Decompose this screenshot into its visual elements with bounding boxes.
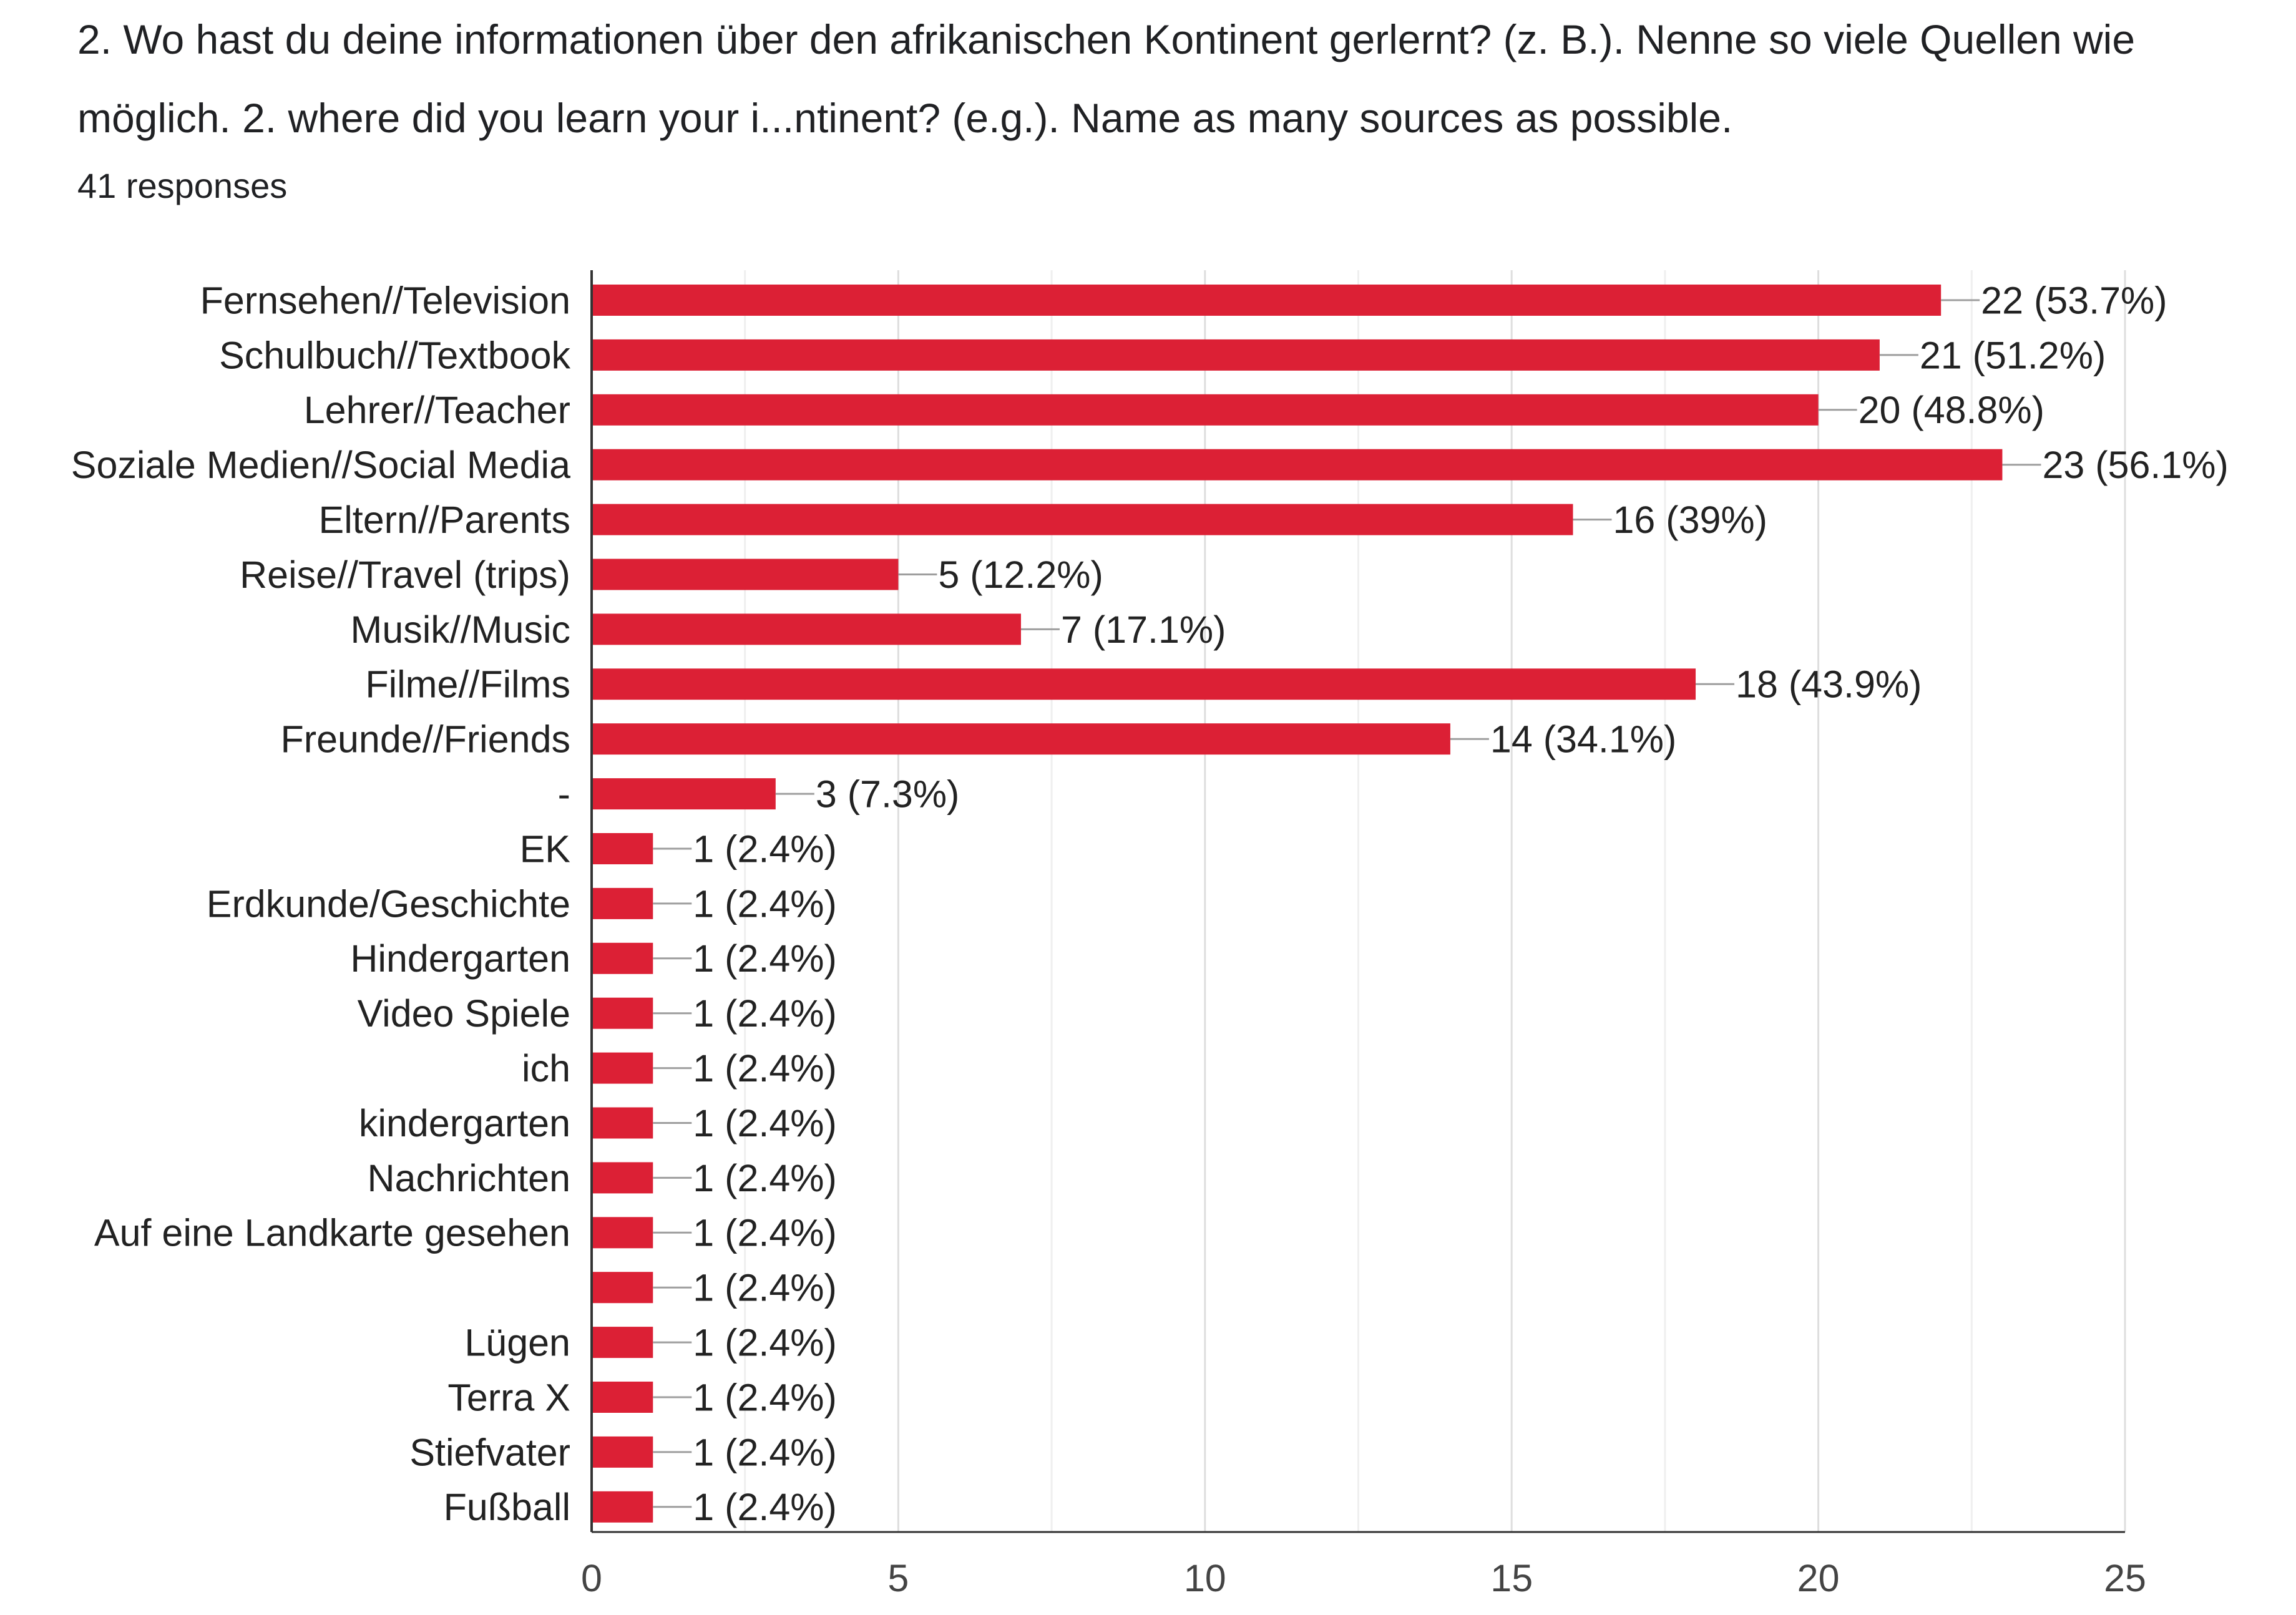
category-label: ich	[522, 1047, 570, 1090]
category-label: kindergarten	[359, 1102, 570, 1144]
category-label: Auf eine Landkarte gesehen	[94, 1212, 570, 1254]
category-label: Schulbuch//Textbook	[219, 334, 570, 376]
x-tick-label: 10	[1184, 1557, 1226, 1599]
bar[interactable]	[592, 504, 1573, 535]
value-label: 5 (12.2%)	[938, 554, 1103, 596]
chart-category-labels: Fernsehen//Television Schulbuch//Textbook…	[71, 279, 571, 1528]
category-label: EK	[520, 827, 570, 870]
bar[interactable]	[592, 1382, 653, 1413]
category-label: Lehrer//Teacher	[304, 389, 570, 431]
chart-gridlines	[744, 270, 2126, 1532]
category-label: Erdkunde/Geschichte	[207, 882, 570, 925]
value-label: 7 (17.1%)	[1061, 608, 1226, 651]
value-label: 1 (2.4%)	[693, 1267, 837, 1309]
value-label: 14 (34.1%)	[1490, 718, 1676, 761]
category-label: Terra X	[447, 1376, 570, 1418]
bar[interactable]	[592, 1217, 653, 1249]
value-label: 23 (56.1%)	[2042, 444, 2228, 486]
category-label: Nachrichten	[368, 1157, 571, 1199]
x-tick-label: 15	[1490, 1557, 1533, 1599]
bar[interactable]	[592, 285, 1942, 316]
chart-value-labels: 22 (53.7%) 21 (51.2%) 20 (48.8%) 23 (56.1%)…	[693, 279, 2229, 1528]
chart-value-connectors	[653, 299, 2041, 1508]
category-label: Freunde//Friends	[281, 718, 571, 761]
value-label: 1 (2.4%)	[693, 1102, 837, 1144]
response-count: 41 responses	[77, 166, 288, 205]
category-label: Reise//Travel (trips)	[240, 554, 570, 596]
value-label: 1 (2.4%)	[693, 1486, 837, 1528]
category-label: Fernsehen//Television	[200, 279, 570, 321]
bar[interactable]	[592, 1052, 653, 1084]
bar[interactable]	[592, 1272, 653, 1304]
chart-bars	[592, 285, 2003, 1523]
value-label: 1 (2.4%)	[693, 937, 837, 980]
bar[interactable]	[592, 668, 1696, 700]
question-header: 2. Wo hast du deine informationen über d…	[77, 0, 2287, 211]
bar[interactable]	[592, 613, 1021, 645]
value-label: 1 (2.4%)	[693, 882, 837, 925]
bar[interactable]	[592, 997, 653, 1029]
value-label: 1 (2.4%)	[693, 1157, 837, 1199]
category-label: Filme//Films	[365, 663, 570, 706]
x-tick-label: 5	[887, 1557, 909, 1599]
bar[interactable]	[592, 449, 2003, 481]
bar[interactable]	[592, 1107, 653, 1139]
value-label: 1 (2.4%)	[693, 827, 837, 870]
bar[interactable]	[592, 723, 1450, 755]
category-label: Lügen	[464, 1321, 570, 1364]
chart-x-axis: 0 5 10 15 20 25	[581, 270, 2146, 1599]
value-label: 16 (39%)	[1613, 499, 1767, 541]
value-label: 3 (7.3%)	[816, 773, 960, 815]
bar[interactable]	[592, 559, 899, 590]
x-tick-label: 0	[581, 1557, 602, 1599]
bar[interactable]	[592, 1491, 653, 1523]
value-label: 1 (2.4%)	[693, 1321, 837, 1364]
category-label: Stiefvater	[409, 1431, 570, 1473]
category-label: Eltern//Parents	[319, 499, 570, 541]
value-label: 1 (2.4%)	[693, 1431, 837, 1473]
bar[interactable]	[592, 833, 653, 864]
category-label: -	[558, 773, 570, 815]
x-tick-label: 25	[2104, 1557, 2146, 1599]
bar[interactable]	[592, 339, 1880, 371]
value-label: 22 (53.7%)	[1981, 279, 2167, 321]
bar[interactable]	[592, 394, 1819, 426]
value-label: 20 (48.8%)	[1859, 389, 2044, 431]
bar[interactable]	[592, 778, 776, 810]
bar[interactable]	[592, 1162, 653, 1194]
value-label: 1 (2.4%)	[693, 992, 837, 1035]
category-label: Fußball	[444, 1486, 570, 1528]
bar[interactable]	[592, 942, 653, 974]
value-label: 1 (2.4%)	[693, 1376, 837, 1418]
category-label: Soziale Medien//Social Media	[71, 444, 570, 486]
value-label: 1 (2.4%)	[693, 1047, 837, 1090]
question-title: 2. Wo hast du deine informationen über d…	[77, 16, 2136, 141]
category-label: Musik//Music	[351, 608, 570, 651]
category-label: Hindergarten	[350, 937, 570, 980]
category-label: Video Spiele	[358, 992, 570, 1035]
x-tick-label: 20	[1797, 1557, 1840, 1599]
value-label: 1 (2.4%)	[693, 1212, 837, 1254]
bar[interactable]	[592, 887, 653, 919]
value-label: 18 (43.9%)	[1736, 663, 1922, 706]
bar[interactable]	[592, 1327, 653, 1359]
value-label: 21 (51.2%)	[1920, 334, 2106, 376]
bar[interactable]	[592, 1436, 653, 1468]
